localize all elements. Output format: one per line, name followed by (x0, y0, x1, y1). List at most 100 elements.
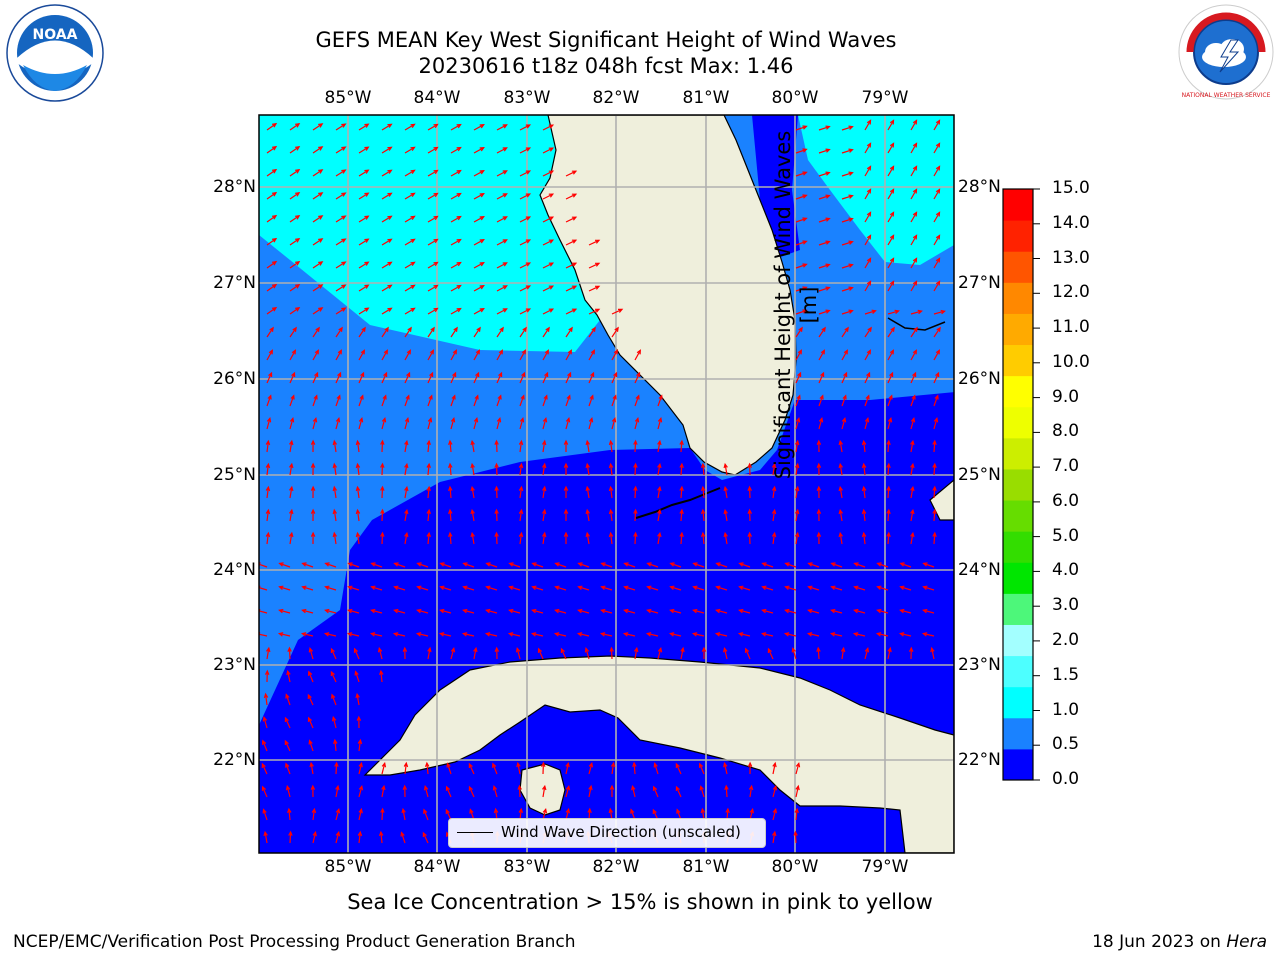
wave-direction-arrowhead (336, 394, 341, 400)
wave-direction-arrowhead (285, 693, 290, 699)
wave-direction-arrow (716, 586, 728, 591)
wave-direction-arrow (818, 327, 826, 338)
wave-direction-arrowhead (310, 531, 316, 537)
wave-direction-arrow (371, 609, 383, 614)
wave-direction-arrowhead (912, 211, 918, 217)
wave-direction-arrowhead (876, 608, 882, 614)
wave-direction-arrow (381, 763, 386, 775)
wave-direction-arrowhead (912, 142, 918, 148)
wave-direction-arrowhead (502, 147, 508, 152)
lat-label: 26°N (213, 369, 256, 389)
lat-label: 25°N (958, 465, 1001, 485)
wave-direction-arrow (381, 192, 392, 200)
wave-direction-arrowhead (866, 188, 872, 194)
wave-direction-arrow (312, 215, 323, 223)
wave-direction-arrow (440, 633, 452, 637)
wave-direction-arrowhead (456, 238, 462, 244)
wave-direction-arrowhead (502, 285, 508, 290)
wave-direction-arrowhead (518, 508, 524, 515)
wave-direction-arrowhead (456, 215, 462, 221)
wave-direction-arrowhead (657, 417, 663, 423)
wave-direction-arrowhead (910, 417, 916, 423)
wave-direction-arrowhead (410, 169, 416, 175)
wave-direction-arrow (450, 308, 461, 315)
wave-direction-arrowhead (433, 123, 439, 129)
wave-direction-arrowhead (794, 462, 800, 469)
wave-direction-arrow (348, 633, 360, 637)
wave-direction-arrow (887, 509, 890, 522)
wave-direction-arrowhead (577, 585, 583, 590)
wave-direction-arrowhead (448, 439, 453, 446)
wave-direction-arrow (565, 350, 572, 361)
wave-direction-arrowhead (932, 531, 937, 538)
wave-direction-arrow (285, 763, 291, 775)
wave-direction-arrowhead (588, 417, 594, 423)
wave-direction-arrowhead (820, 349, 825, 355)
wave-direction-arrowhead (402, 646, 408, 652)
wave-direction-arrow (864, 258, 872, 269)
wave-direction-arrow (841, 149, 853, 154)
wave-direction-arrowhead (749, 807, 754, 814)
wave-direction-arrowhead (518, 485, 524, 492)
wave-direction-arrowhead (715, 585, 721, 590)
wave-direction-arrowhead (935, 142, 941, 148)
wave-direction-arrowhead (548, 147, 555, 152)
wave-direction-arrowhead (935, 257, 941, 263)
wave-direction-arrowhead (264, 669, 270, 675)
wave-direction-arrow (542, 786, 546, 798)
legend-line-sample (457, 832, 493, 833)
wave-direction-arrow (495, 509, 498, 522)
wave-direction-arrowhead (429, 349, 434, 355)
wave-direction-arrowhead (567, 371, 572, 378)
wave-direction-arrowhead (935, 119, 941, 125)
credit-host: Hera (1226, 932, 1267, 952)
wave-direction-arrow (266, 350, 273, 361)
wave-direction-arrowhead (265, 531, 271, 538)
land-cuba (363, 655, 954, 853)
wave-direction-arrowhead (802, 286, 808, 291)
wave-direction-arrow (634, 418, 639, 430)
wave-direction-arrowhead (269, 326, 274, 332)
wave-direction-arrow (381, 463, 384, 476)
lon-label: 83°W (503, 857, 551, 877)
wave-direction-arrow (831, 609, 843, 614)
wave-direction-arrow (266, 192, 277, 200)
wave-direction-arrow (772, 832, 776, 844)
wave-direction-arrowhead (848, 194, 854, 199)
wave-direction-arrowhead (423, 808, 428, 814)
wave-direction-arrowhead (393, 585, 399, 590)
colorbar-tick-label: 7.0 (1052, 456, 1080, 477)
wave-direction-arrowhead (889, 371, 894, 378)
wave-direction-arrowhead (544, 349, 549, 355)
wave-direction-arrowhead (266, 646, 271, 653)
wave-direction-arrow (450, 262, 461, 269)
wave-direction-arrowhead (485, 608, 491, 614)
colorbar-tick-label: 3.0 (1052, 595, 1080, 616)
wave-direction-arrow (519, 239, 531, 246)
wave-direction-arrowhead (307, 693, 312, 700)
wave-direction-arrowhead (737, 632, 744, 637)
wave-direction-arrowhead (271, 168, 278, 174)
wave-direction-arrowhead (284, 739, 289, 745)
wave-direction-arrow (333, 533, 337, 545)
wave-direction-arrowhead (887, 417, 893, 423)
wave-direction-arrow (427, 395, 433, 407)
wave-direction-arrowhead (525, 170, 532, 175)
wave-direction-arrow (348, 562, 360, 568)
wave-direction-arrow (785, 562, 797, 568)
wave-direction-arrowhead (565, 807, 570, 814)
wave-direction-arrowhead (479, 216, 485, 221)
wave-direction-arrow (864, 648, 869, 660)
wave-direction-arrowhead (554, 562, 560, 567)
wave-direction-arrow (356, 533, 360, 545)
wave-direction-arrowhead (456, 192, 462, 198)
wave-direction-arrow (555, 609, 567, 614)
wave-direction-arrowhead (530, 632, 537, 637)
wave-direction-arrow (427, 307, 438, 315)
wave-direction-arrowhead (747, 761, 753, 767)
wave-direction-arrow (887, 418, 892, 430)
wave-direction-arrow (259, 610, 268, 614)
wave-direction-arrowhead (310, 508, 316, 514)
wave-direction-arrow (486, 609, 498, 614)
wave-direction-arrowhead (380, 485, 385, 491)
